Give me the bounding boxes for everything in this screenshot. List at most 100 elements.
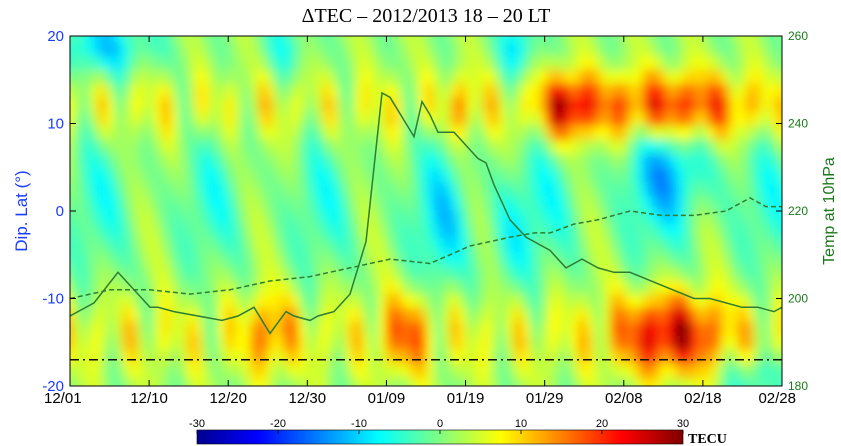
heatmap-cell [282,36,291,42]
heatmap-cell [74,111,83,126]
heatmap-cell [586,335,595,350]
heatmap-cell [690,55,699,70]
heatmap-cell [730,391,739,406]
heatmap-cell [242,265,251,280]
heatmap-cell [490,69,499,84]
heatmap-cell [626,153,635,168]
heatmap-cell [466,363,475,378]
heatmap-cell [570,167,579,182]
heatmap-cell [618,293,627,308]
heatmap-cell [466,223,475,238]
heatmap-cell [354,391,363,406]
heatmap-cell [466,181,475,196]
heatmap-cell [554,83,563,98]
heatmap-cell [58,251,67,266]
heatmap-cell [98,83,107,98]
heatmap-cell [314,363,323,378]
heatmap-cell [250,153,259,168]
heatmap-cell [434,265,443,280]
heatmap-cell [122,391,131,406]
heatmap-cell [482,195,491,210]
heatmap-cell [370,36,379,42]
heatmap-cell [482,251,491,266]
heatmap-cell [450,209,459,224]
heatmap-cell [730,167,739,182]
heatmap-cell [586,97,595,112]
heatmap-cell [106,167,115,182]
heatmap-cell [522,181,531,196]
heatmap-cell [706,265,715,280]
heatmap-cell [546,36,555,42]
heatmap-cell [490,251,499,266]
heatmap-cell [154,181,163,196]
heatmap-cell [650,125,659,140]
heatmap-cell [154,209,163,224]
heatmap-cell [778,97,782,112]
heatmap-cell [362,377,371,386]
heatmap-cell [394,279,403,294]
heatmap-cell [674,335,683,350]
heatmap-cell [490,377,499,386]
heatmap-cell [674,307,683,322]
heatmap-cell [666,41,675,56]
heatmap-cell [490,181,499,196]
heatmap-cell [378,97,387,112]
heatmap-cell [506,125,515,140]
heatmap-cell [258,111,267,126]
heatmap-cell [618,181,627,196]
heatmap-cell [74,41,83,56]
heatmap-cell [114,321,123,336]
heatmap-cell [154,265,163,280]
heatmap-cell [130,41,139,56]
heatmap-cell [506,265,515,280]
heatmap-cell [178,209,187,224]
heatmap-cell [186,251,195,266]
heatmap-cell [570,405,579,420]
heatmap-cell [530,279,539,294]
heatmap-cell [306,363,315,378]
heatmap-cell [186,195,195,210]
heatmap-cell [626,335,635,350]
heatmap-cell [530,209,539,224]
heatmap-cell [346,195,355,210]
heatmap-cell [458,279,467,294]
heatmap-cell [90,69,99,84]
heatmap-cell [506,41,515,56]
heatmap-cell [362,363,371,378]
heatmap-cell [106,195,115,210]
heatmap-cell [330,181,339,196]
heatmap-cell [546,181,555,196]
heatmap-cell [506,321,515,336]
heatmap-cell [218,293,227,308]
heatmap-cell [674,55,683,70]
heatmap-cell [266,55,275,70]
heatmap-cell [722,195,731,210]
heatmap-cell [530,97,539,112]
heatmap-cell [586,307,595,322]
heatmap-cell [786,41,795,56]
heatmap-cell [202,209,211,224]
heatmap-cell [146,195,155,210]
heatmap-cell [570,195,579,210]
heatmap-cell [378,209,387,224]
heatmap-cell [138,251,147,266]
heatmap-cell [698,13,707,28]
heatmap-cell [130,167,139,182]
heatmap-cell [306,97,315,112]
heatmap-cell [338,139,347,154]
heatmap-cell [330,55,339,70]
heatmap-cell [690,209,699,224]
heatmap-cell [154,139,163,154]
heatmap-cell [642,307,651,322]
heatmap-cell [690,321,699,336]
heatmap-cell [70,279,75,294]
heatmap-cell [146,125,155,140]
heatmap-cell [266,111,275,126]
heatmap-cell [666,405,675,420]
heatmap-cell [74,237,83,252]
heatmap-cell [90,139,99,154]
heatmap-cell [130,13,139,28]
heatmap-cell [490,223,499,238]
heatmap-cell [610,349,619,364]
